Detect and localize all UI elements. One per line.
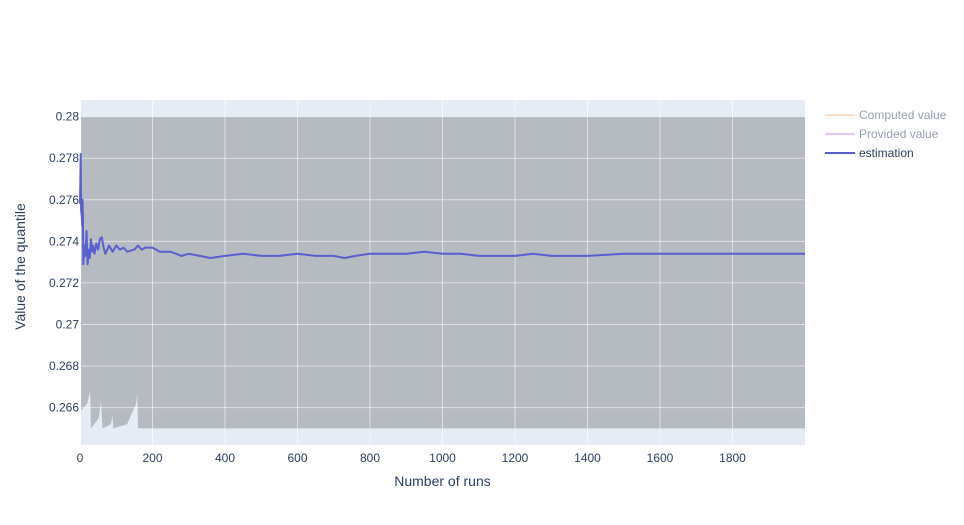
- y-tick-label: 0.274: [49, 234, 79, 248]
- x-tick-label: 600: [287, 451, 307, 465]
- x-tick-label: 800: [360, 451, 380, 465]
- x-tick-label: 1200: [502, 451, 529, 465]
- y-tick-label: 0.28: [56, 110, 80, 124]
- x-tick-label: 0: [77, 451, 84, 465]
- y-tick-label: 0.27: [56, 317, 80, 331]
- legend[interactable]: Computed value Provided value estimation: [825, 108, 947, 160]
- legend-item-provided-value[interactable]: Provided value: [825, 127, 939, 141]
- legend-label: estimation: [859, 146, 914, 160]
- x-axis-title: Number of runs: [394, 473, 490, 489]
- y-tick-label: 0.278: [49, 151, 79, 165]
- x-tick-label: 1000: [429, 451, 456, 465]
- y-tick-label: 0.266: [49, 401, 79, 415]
- legend-item-estimation[interactable]: estimation: [825, 146, 914, 160]
- y-axis-title: Value of the quantile: [12, 203, 28, 330]
- x-tick-label: 200: [142, 451, 162, 465]
- x-axis-ticks: 0 200 400 600 800 1000 1200 1400 1600 1800: [77, 451, 747, 465]
- series-layer: [79, 153, 805, 266]
- legend-label: Provided value: [859, 127, 939, 141]
- y-tick-label: 0.276: [49, 193, 79, 207]
- y-axis-ticks: 0.266 0.268 0.27 0.272 0.274 0.276 0.278 0.28: [49, 110, 79, 415]
- y-tick-label: 0.272: [49, 276, 79, 290]
- series-line-estimation: [79, 153, 805, 266]
- x-tick-label: 1600: [647, 451, 674, 465]
- y-tick-label: 0.268: [49, 359, 79, 373]
- x-tick-label: 400: [215, 451, 235, 465]
- legend-item-computed-value[interactable]: Computed value: [825, 108, 947, 122]
- x-tick-label: 1400: [574, 451, 601, 465]
- legend-label: Computed value: [859, 108, 947, 122]
- x-tick-label: 1800: [719, 451, 746, 465]
